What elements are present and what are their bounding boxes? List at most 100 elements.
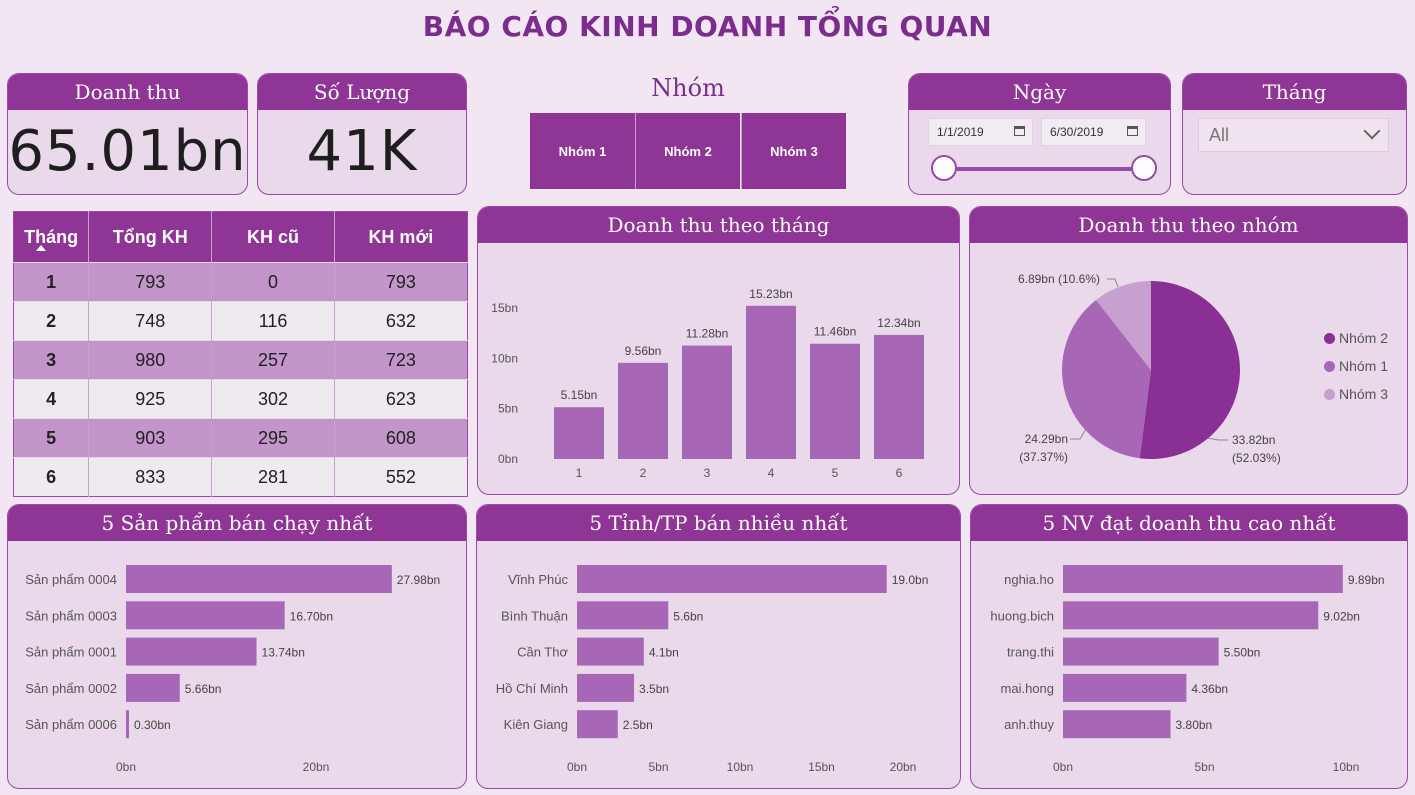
legend-item[interactable]: Nhóm 3	[1324, 386, 1388, 402]
legend-item[interactable]: Nhóm 2	[1324, 330, 1388, 346]
bar[interactable]	[554, 407, 604, 459]
top-provinces-card: 5 Tỉnh/TP bán nhiều nhất Vĩnh Phúc 19.0bn…	[476, 504, 961, 789]
column-header-total-customers[interactable]: Tổng KH	[88, 211, 213, 263]
table-cell: 903	[88, 418, 213, 458]
bar[interactable]	[126, 565, 392, 593]
category-label: Sản phẩm 0002	[25, 681, 117, 696]
legend-label: Nhóm 3	[1339, 386, 1389, 402]
x-tick-label: 20bn	[890, 760, 917, 774]
category-label: Sản phẩm 0001	[25, 645, 117, 660]
chevron-down-icon	[1363, 122, 1381, 140]
bar[interactable]	[126, 673, 180, 702]
table-cell: 1	[13, 262, 90, 302]
column-header-month[interactable]: Tháng	[13, 211, 90, 263]
bar[interactable]	[682, 345, 732, 459]
x-tick-label: 10bn	[1333, 760, 1360, 774]
y-tick-label: 10bn	[491, 351, 518, 365]
top-staff-title: 5 NV đạt doanh thu cao nhất	[971, 505, 1407, 541]
table-row[interactable]: 5 903 295 608	[13, 418, 468, 458]
monthly-revenue-card: Doanh thu theo tháng 0bn 5bn 10bn 15bn 5.15b…	[477, 206, 960, 495]
revenue-kpi-card: Doanh thu 65.01bn	[7, 73, 248, 195]
bar[interactable]	[577, 673, 635, 702]
table-cell: 281	[211, 457, 335, 497]
bar[interactable]	[618, 362, 668, 459]
category-label: Vĩnh Phúc	[508, 572, 568, 587]
data-label: (37.37%)	[1019, 450, 1068, 464]
table-cell: 723	[334, 340, 468, 380]
legend-item[interactable]: Nhóm 1	[1324, 358, 1388, 374]
top-staff-card: 5 NV đạt doanh thu cao nhất nghia.ho 9.89…	[970, 504, 1408, 789]
bar[interactable]	[126, 710, 129, 739]
bar[interactable]	[746, 305, 796, 459]
table-cell: 116	[211, 301, 335, 341]
data-label: 9.89bn	[1348, 573, 1385, 587]
group-button-2[interactable]: Nhóm 2	[635, 113, 740, 189]
table-row[interactable]: 4 925 302 623	[13, 379, 468, 419]
start-date-input[interactable]: 1/1/2019	[928, 118, 1033, 146]
group-button-1[interactable]: Nhóm 1	[530, 113, 635, 189]
pie-slice[interactable]	[1096, 281, 1151, 370]
group-button-3[interactable]: Nhóm 3	[741, 113, 846, 189]
bar[interactable]	[577, 710, 618, 739]
group-revenue-card: Doanh thu theo nhóm 33.82bn (52.03%) 24.29…	[969, 206, 1408, 495]
y-tick-label: 15bn	[491, 301, 518, 315]
calendar-icon[interactable]	[1127, 126, 1138, 136]
table-row[interactable]: 6 833 281 552	[13, 457, 468, 497]
bar[interactable]	[1063, 601, 1319, 630]
bar[interactable]	[126, 601, 285, 630]
x-tick-label: 0bn	[116, 760, 136, 774]
bar[interactable]	[1063, 710, 1171, 739]
data-label: 13.74bn	[262, 646, 305, 660]
data-label: 24.29bn	[1025, 432, 1068, 446]
category-label: Hồ Chí Minh	[496, 681, 568, 696]
table-cell: 3	[13, 340, 90, 380]
end-date-input[interactable]: 6/30/2019	[1041, 118, 1146, 146]
month-dropdown[interactable]: All	[1198, 118, 1389, 152]
x-tick-label: 3	[704, 466, 711, 480]
bar[interactable]	[874, 334, 924, 459]
table-row[interactable]: 2 748 116 632	[13, 301, 468, 341]
table-cell: 6	[13, 457, 90, 497]
x-tick-label: 5bn	[648, 760, 668, 774]
bar[interactable]	[126, 637, 257, 666]
quantity-kpi-card: Số Lượng 41K	[257, 73, 467, 195]
calendar-icon[interactable]	[1014, 126, 1025, 136]
bar[interactable]	[810, 343, 860, 459]
table-row[interactable]: 3 980 257 723	[13, 340, 468, 380]
legend-label: Nhóm 2	[1339, 330, 1389, 346]
x-tick-label: 6	[896, 466, 903, 480]
quantity-kpi-label: Số Lượng	[258, 74, 466, 110]
table-row[interactable]: 1 793 0 793	[13, 262, 468, 302]
bar[interactable]	[1063, 565, 1343, 593]
data-label: 0.30bn	[134, 718, 171, 732]
bar[interactable]	[1063, 637, 1219, 666]
column-header-old-customers[interactable]: KH cũ	[211, 211, 335, 263]
bar[interactable]	[577, 565, 887, 593]
date-filter-title: Ngày	[909, 74, 1170, 110]
bar[interactable]	[577, 601, 669, 630]
x-tick-label: 5bn	[1194, 760, 1214, 774]
date-range-end-handle[interactable]	[1131, 155, 1157, 181]
x-tick-label: 15bn	[808, 760, 835, 774]
x-tick-label: 20bn	[303, 760, 330, 774]
pie-slice[interactable]	[1139, 281, 1240, 459]
sort-ascending-icon[interactable]	[36, 245, 46, 251]
data-label: 11.28bn	[686, 327, 729, 341]
bar[interactable]	[1063, 673, 1187, 702]
data-label: 6.89bn (10.6%)	[1018, 272, 1100, 286]
data-label: 19.0bn	[892, 573, 929, 587]
pie-slice[interactable]	[1062, 300, 1151, 459]
data-label: 27.98bn	[397, 573, 440, 587]
y-tick-label: 5bn	[498, 402, 518, 416]
bar[interactable]	[577, 637, 644, 666]
date-range-start-handle[interactable]	[931, 155, 957, 181]
data-label: 33.82bn	[1232, 433, 1275, 447]
table-cell: 925	[88, 379, 213, 419]
category-label: nghia.ho	[1004, 572, 1054, 587]
column-header-new-customers[interactable]: KH mới	[334, 211, 468, 263]
table-cell: 632	[334, 301, 468, 341]
legend-dot-icon	[1324, 389, 1335, 400]
category-label: huong.bich	[990, 608, 1054, 623]
date-range-slider-track[interactable]	[944, 167, 1144, 171]
x-tick-label: 2	[640, 466, 647, 480]
